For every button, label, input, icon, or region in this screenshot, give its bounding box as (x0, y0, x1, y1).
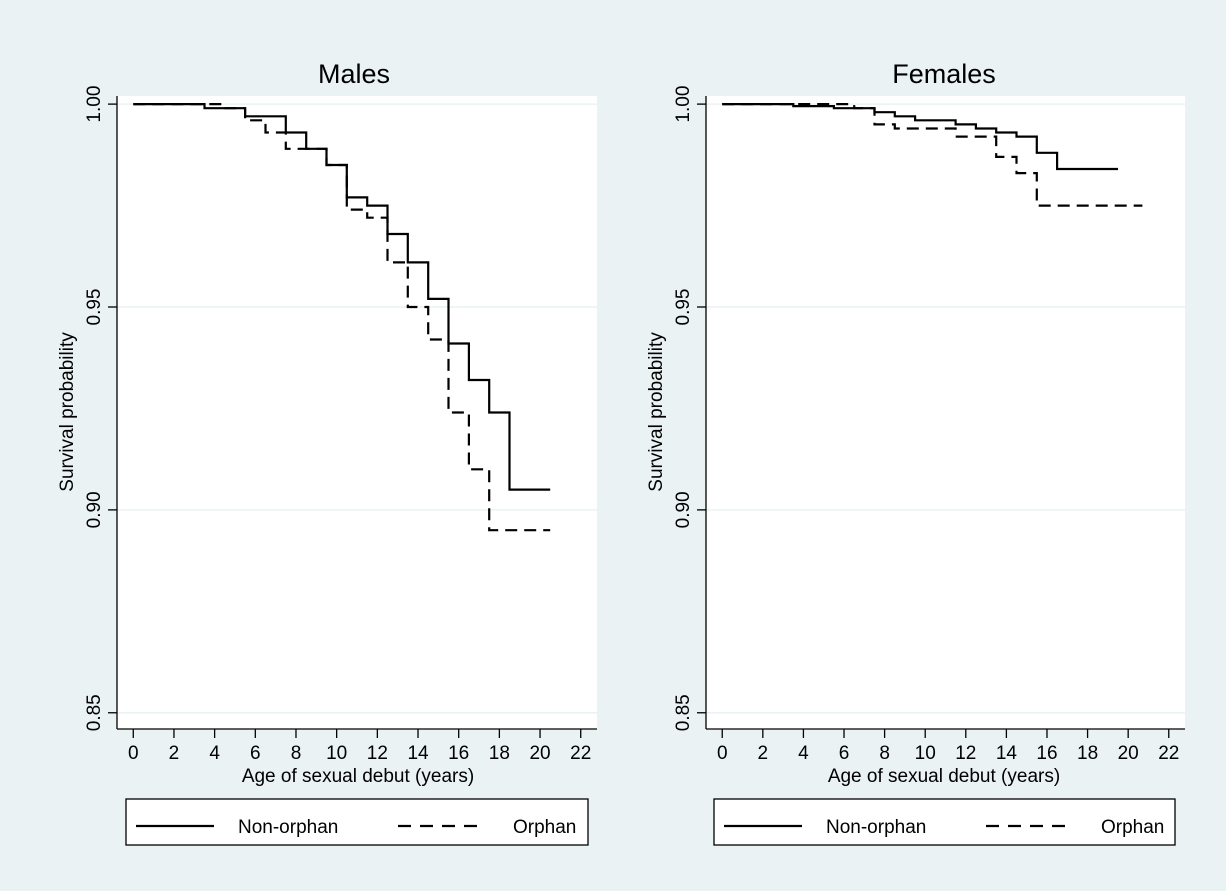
panel-females: Females 0 2 4 6 8 10 12 14 16 18 20 22 0.85 0.90 0.95… (646, 59, 1185, 846)
series-males (133, 102, 551, 532)
x-tick-label-males: 14 (407, 743, 429, 764)
y-tick-label-males: 0.85 (84, 694, 105, 731)
chart-title-males: Males (318, 59, 390, 89)
x-ticks-males: 0 2 4 6 8 10 12 14 16 18 20 22 (128, 729, 591, 764)
chart-title-females: Females (892, 59, 996, 89)
y-tick-label-males: 0.95 (84, 289, 105, 326)
y-axis-label-females: Survival probability (646, 332, 667, 492)
series-line-orphan-males (133, 102, 551, 532)
x-tick-label-females: 14 (996, 743, 1018, 764)
legend-label-non-orphan-males: Non-orphan (238, 817, 338, 838)
x-tick-label-females: 4 (798, 743, 809, 764)
x-tick-label-males: 10 (326, 743, 347, 764)
legend-box-males (125, 798, 589, 846)
plot-area-females (706, 96, 1185, 729)
y-tick-label-females: 0.85 (673, 694, 694, 731)
legend-males: Non-orphan Orphan (125, 798, 589, 846)
x-tick-label-females: 0 (717, 743, 728, 764)
x-tick-label-males: 2 (169, 743, 180, 764)
x-tick-label-females: 2 (758, 743, 769, 764)
legend-box-females (713, 798, 1176, 846)
x-tick-label-females: 18 (1077, 743, 1098, 764)
x-tick-label-females: 22 (1158, 743, 1179, 764)
x-tick-label-males: 0 (128, 743, 139, 764)
gridlines-females (706, 103, 1185, 714)
x-tick-label-males: 18 (489, 743, 510, 764)
x-tick-label-females: 12 (955, 743, 976, 764)
x-tick-label-females: 8 (879, 743, 890, 764)
y-tick-label-males: 1.00 (84, 86, 105, 123)
x-tick-label-males: 4 (209, 743, 220, 764)
plot-area-males (117, 96, 597, 729)
x-tick-label-males: 20 (529, 743, 550, 764)
legend-label-orphan-females: Orphan (1101, 817, 1164, 838)
x-ticks-females: 0 2 4 6 8 10 12 14 16 18 20 22 (717, 729, 1179, 764)
x-tick-label-males: 6 (250, 743, 261, 764)
series-line-non-orphan-females (722, 102, 1118, 171)
y-ticks-females: 0.85 0.90 0.95 1.00 (673, 86, 706, 731)
x-tick-label-males: 12 (367, 743, 388, 764)
y-ticks-males: 0.85 0.90 0.95 1.00 (84, 86, 117, 731)
x-axis-label-males: Age of sexual debut (years) (242, 766, 474, 787)
y-tick-label-females: 1.00 (673, 86, 694, 123)
series-females (722, 102, 1143, 207)
x-tick-label-females: 6 (839, 743, 850, 764)
x-tick-label-females: 20 (1118, 743, 1139, 764)
y-tick-label-males: 0.90 (84, 491, 105, 528)
x-tick-label-males: 22 (570, 743, 591, 764)
x-tick-label-males: 16 (448, 743, 469, 764)
x-axis-label-females: Age of sexual debut (years) (828, 766, 1060, 787)
y-axis-label-males: Survival probability (57, 332, 78, 492)
x-tick-label-females: 10 (915, 743, 936, 764)
x-tick-label-males: 8 (291, 743, 302, 764)
y-tick-label-females: 0.90 (673, 491, 694, 528)
legend-females: Non-orphan Orphan (713, 798, 1176, 846)
legend-label-orphan-males: Orphan (513, 817, 576, 838)
legend-label-non-orphan-females: Non-orphan (826, 817, 926, 838)
y-tick-label-females: 0.95 (673, 289, 694, 326)
series-line-non-orphan-males (133, 102, 551, 491)
x-tick-label-females: 16 (1036, 743, 1057, 764)
panel-males: Males 0 2 4 6 8 10 12 14 16 18 20 22 0.85 0.90 0.95 1.… (57, 59, 597, 846)
